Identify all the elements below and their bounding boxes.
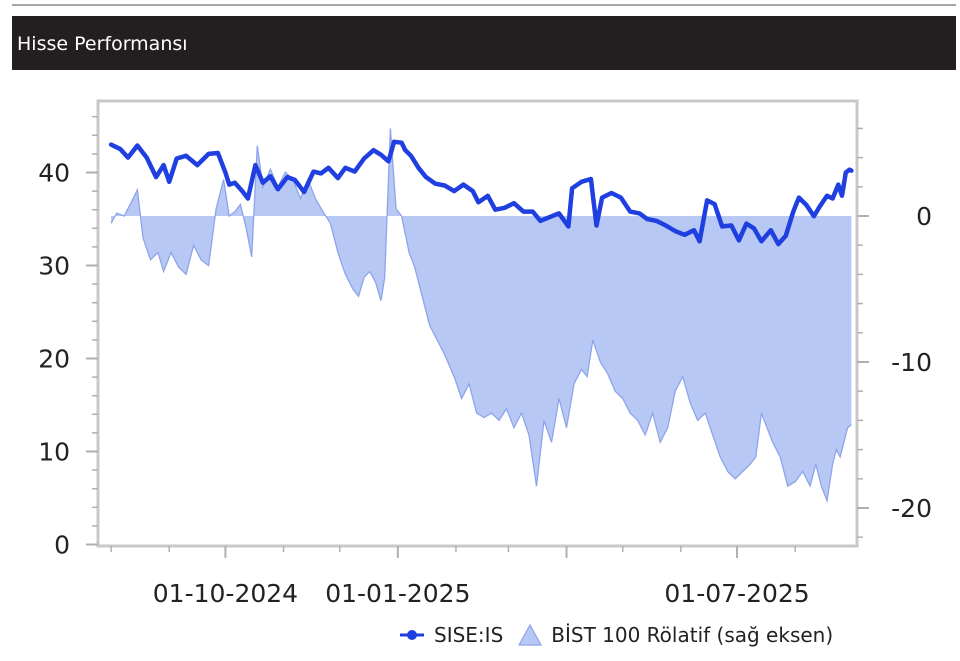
sise-price-line <box>108 139 854 247</box>
legend-line-dot-icon <box>400 630 424 640</box>
left-tick-label: 20 <box>38 345 70 374</box>
left-tick-label: 40 <box>38 159 70 188</box>
panel-title: Hisse Performansı <box>17 33 188 55</box>
left-tick-label: 10 <box>38 438 70 467</box>
left-tick-label: 30 <box>38 252 70 281</box>
right-tick-label: 0 <box>916 202 932 231</box>
left-y-axis: 0 10 20 30 40 <box>38 115 98 560</box>
plot-border <box>96 99 859 548</box>
relative-area-fill <box>111 128 852 501</box>
x-tick-label: 01-10-2024 <box>153 579 298 608</box>
legend-item-sise[interactable]: SISE:IS <box>398 623 503 647</box>
legend-item-bist-relative[interactable]: BİST 100 Rölatif (sağ eksen) <box>517 622 833 648</box>
right-tick-label: -20 <box>891 494 932 523</box>
chart-legend: SISE:IS BİST 100 Rölatif (sağ eksen) <box>398 620 847 650</box>
top-divider <box>12 4 956 6</box>
x-tick-label: 01-07-2025 <box>664 579 809 608</box>
price-line-layer <box>108 139 854 247</box>
x-tick-label: 01-01-2025 <box>325 579 470 608</box>
legend-label-sise: SISE:IS <box>434 623 504 647</box>
right-tick-label: -10 <box>891 348 932 377</box>
legend-triangle-icon <box>518 623 543 646</box>
relative-area-layer <box>110 128 852 504</box>
right-y-axis: 0 -10 -20 <box>857 127 932 538</box>
relative-area-edge <box>110 128 852 504</box>
chart-frame <box>96 99 859 548</box>
panel-header: Hisse Performansı <box>12 16 956 70</box>
left-tick-label: 0 <box>54 531 70 560</box>
x-axis: 01-10-2024 01-01-2025 01-07-2025 <box>110 546 810 608</box>
legend-label-bist-relative: BİST 100 Rölatif (sağ eksen) <box>551 623 834 647</box>
